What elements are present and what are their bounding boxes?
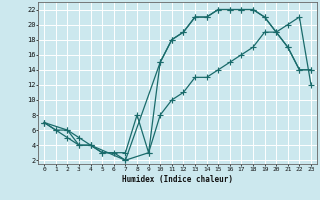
X-axis label: Humidex (Indice chaleur): Humidex (Indice chaleur) bbox=[122, 175, 233, 184]
